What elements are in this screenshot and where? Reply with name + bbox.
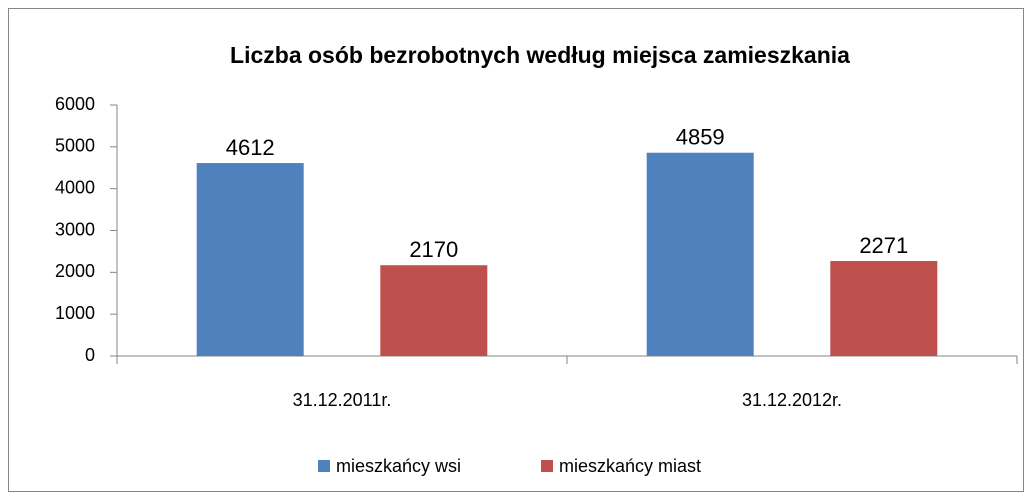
bar [380,265,488,356]
legend-label: mieszkańcy wsi [336,456,461,476]
legend-label: mieszkańcy miast [559,456,701,476]
data-label: 2271 [859,233,908,258]
bar [196,163,304,356]
y-tick-label: 0 [85,345,95,365]
legend-swatch [318,460,330,472]
data-label: 4859 [676,125,725,150]
y-tick-label: 3000 [55,219,95,239]
bar [646,152,754,356]
data-label: 4612 [226,135,275,160]
chart-title: Liczba osób bezrobotnych według miejsca … [230,42,850,68]
y-tick-label: 6000 [55,94,95,114]
data-label: 2170 [409,237,458,262]
bar [830,260,938,356]
legend-swatch [541,460,553,472]
y-tick-label: 1000 [55,303,95,323]
chart-border [8,8,1024,492]
x-tick-label: 31.12.2011r. [293,390,392,410]
y-tick-label: 5000 [55,136,95,156]
y-tick-label: 4000 [55,177,95,197]
x-tick-label: 31.12.2012r. [742,390,842,410]
y-tick-label: 2000 [55,261,95,281]
